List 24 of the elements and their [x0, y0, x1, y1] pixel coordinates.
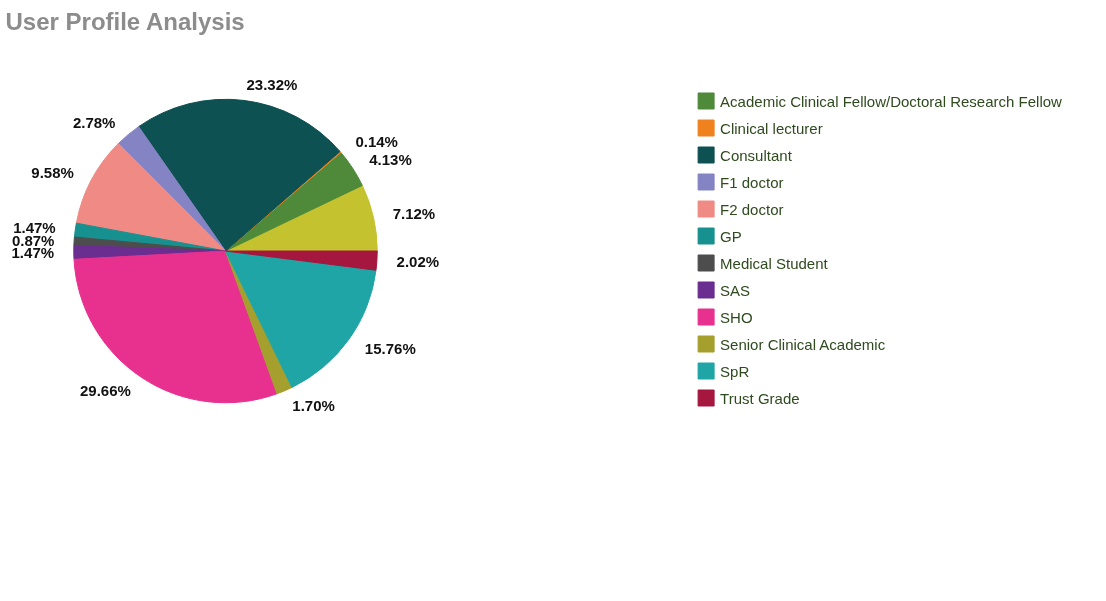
data-label: 23.32%	[246, 76, 298, 94]
legend-label: F1 doctor	[720, 173, 784, 190]
data-label: 1.47%	[13, 219, 56, 237]
legend-label: SpR	[720, 362, 750, 379]
chart-title: User Profile Analysis	[5, 7, 245, 35]
legend-label: Medical Student	[720, 254, 828, 271]
data-label: 15.76%	[364, 340, 416, 358]
data-label: 7.12%	[392, 205, 436, 223]
legend-label: Clinical lecturer	[720, 119, 823, 136]
data-label: 4.13%	[369, 151, 412, 169]
legend-label: Academic Clinical Fellow/Doctoral Research Fellow	[720, 92, 1062, 109]
data-label: 1.70%	[292, 396, 335, 414]
data-label: 29.66%	[80, 382, 131, 400]
legend-label: Consultant	[720, 146, 792, 163]
legend-label: Trust Grade	[720, 389, 800, 406]
legend-label: GP	[720, 227, 742, 244]
legend-label: SAS	[720, 281, 751, 298]
data-label: 2.02%	[396, 253, 440, 271]
legend-label: F2 doctor	[720, 200, 784, 217]
data-label: 2.78%	[72, 114, 116, 132]
legend-label: SHO	[720, 308, 753, 325]
data-label: 0.14%	[355, 133, 398, 151]
data-label: 9.58%	[31, 164, 74, 182]
legend-label: Senior Clinical Academic	[720, 335, 886, 352]
